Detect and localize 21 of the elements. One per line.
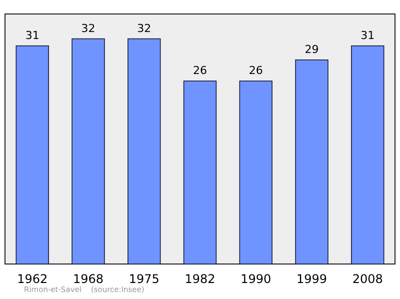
x-tick-label: 1999 [296, 272, 328, 286]
bar [239, 80, 272, 264]
bar [351, 45, 384, 264]
x-tick-label: 1982 [184, 272, 216, 286]
bar [128, 38, 161, 264]
data-label: 26 [193, 64, 207, 78]
bar [183, 80, 217, 264]
x-tick-label: 1968 [72, 272, 104, 286]
data-label: 32 [81, 22, 96, 35]
x-tick-label: 1962 [17, 272, 48, 286]
data-label: 29 [304, 42, 319, 56]
x-tick-label: 1975 [128, 272, 160, 286]
x-tick-label: 2008 [352, 272, 383, 286]
data-label: 32 [137, 22, 152, 35]
data-label: 31 [360, 28, 375, 42]
bar [72, 38, 105, 264]
data-label: 26 [248, 64, 263, 78]
x-tick-label: 1990 [240, 272, 272, 286]
bar [295, 59, 328, 264]
bar [16, 45, 49, 264]
data-label: 31 [25, 28, 40, 42]
